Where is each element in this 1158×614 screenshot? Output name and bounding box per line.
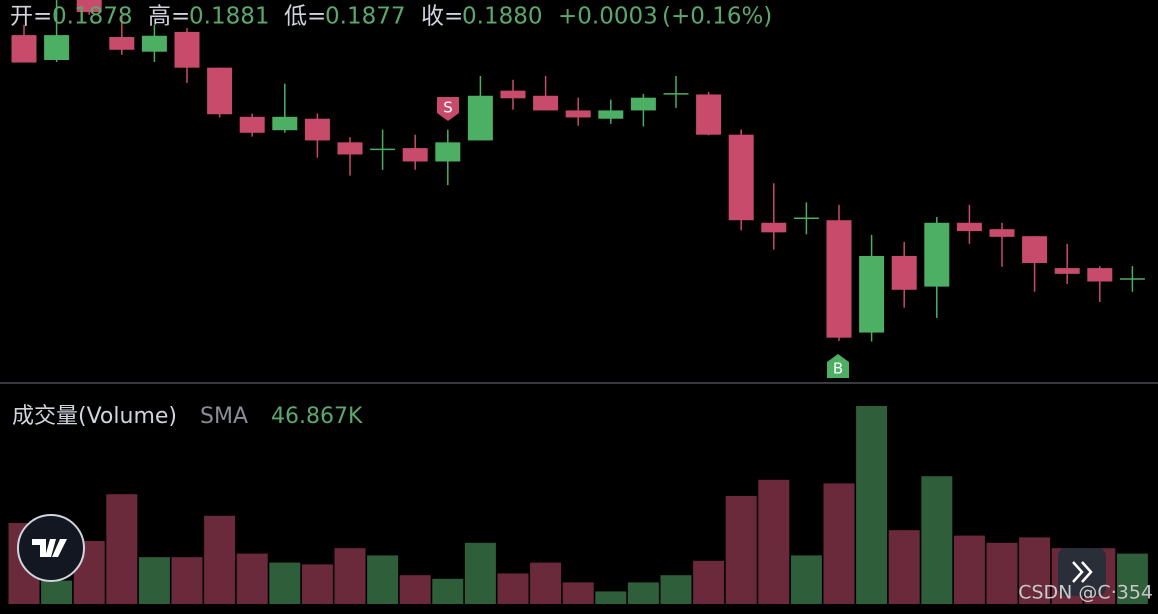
- volume-bar: [432, 578, 464, 604]
- volume-bar: [497, 573, 529, 604]
- label: 开=: [10, 4, 52, 30]
- volume-bar: [725, 496, 757, 604]
- marks: [8, 0, 1148, 604]
- candle-body: [1054, 268, 1080, 274]
- volume-legend: 成交量(Volume) SMA 46.867K: [12, 404, 363, 429]
- sell-signal: S: [437, 97, 459, 121]
- volume-bar: [106, 494, 138, 604]
- volume-bar: [1116, 553, 1148, 604]
- watermark: CSDN @C·354: [1018, 582, 1153, 604]
- volume-bar: [921, 476, 953, 604]
- signal-badge: [437, 97, 459, 121]
- volume-bar: [693, 560, 725, 604]
- candle-body: [630, 97, 656, 111]
- candle-body: [826, 220, 852, 338]
- volume-bar: [790, 555, 822, 604]
- candle-body: [761, 222, 787, 233]
- label: 高=: [148, 4, 190, 30]
- candle-body: [956, 222, 982, 232]
- candle-body: [891, 255, 917, 290]
- label: 收=: [421, 4, 463, 30]
- value: 0.1881: [189, 4, 269, 30]
- candle-body: [435, 142, 461, 162]
- volume-bar: [1019, 537, 1051, 604]
- volume-bar: [823, 483, 855, 604]
- volume-bar: [627, 582, 659, 604]
- indicator: SMA: [200, 404, 248, 429]
- volume-bar: [236, 553, 268, 604]
- volume-bar: [334, 548, 366, 604]
- volume-bar: [171, 557, 203, 604]
- volume-bar: [986, 542, 1018, 604]
- candle-body: [272, 116, 298, 131]
- volume-bar: [367, 555, 399, 604]
- change-pct: (+0.16%): [662, 4, 772, 30]
- scroll-button[interactable]: [1058, 548, 1106, 596]
- candle-body: [304, 118, 330, 141]
- candle-body: [696, 94, 722, 135]
- candle-body: [1022, 236, 1048, 263]
- volume-bar: [953, 535, 985, 604]
- volume-bar: [204, 515, 236, 604]
- signal-badge: [827, 354, 849, 378]
- volume-bar: [888, 530, 920, 604]
- candle-body: [76, 0, 102, 13]
- candle-body: [141, 35, 167, 52]
- candle-body: [500, 90, 526, 99]
- candle-body: [924, 222, 950, 287]
- candle-body: [11, 35, 37, 63]
- volume-bar: [660, 575, 692, 604]
- pane-title: 成交量(Volume): [12, 404, 177, 429]
- candle-body: [174, 31, 200, 68]
- signal-label: S: [443, 99, 453, 117]
- volume-bar: [856, 406, 888, 604]
- volume-bar: [399, 575, 431, 604]
- volume-bar: [464, 542, 496, 604]
- volume-bar: [41, 580, 73, 604]
- chevrons: [1072, 561, 1093, 583]
- candle-body: [728, 134, 754, 221]
- volume-bar: [595, 591, 627, 604]
- volume-bar: [562, 582, 594, 604]
- change: +0.0003: [558, 4, 658, 30]
- candle-body: [239, 116, 265, 133]
- volume-bar: [530, 562, 562, 604]
- candle-body: [1087, 268, 1113, 282]
- candle-body: [207, 67, 233, 115]
- candle-body: [598, 110, 624, 119]
- volume-bar: [301, 564, 333, 604]
- header: 开= 0.1878 高= 0.1881 低= 0.1877 收= 0.1880 …: [10, 4, 772, 30]
- indicator-value: 46.867K: [271, 404, 363, 429]
- volume-bar: [269, 562, 301, 604]
- candle-body: [402, 148, 428, 162]
- logo-glyph: [32, 539, 67, 557]
- label: 低=: [284, 4, 326, 30]
- candle-body: [859, 255, 885, 333]
- value: 0.1878: [52, 4, 132, 30]
- logo-button[interactable]: [17, 514, 85, 582]
- candle-body: [337, 142, 363, 155]
- value: 0.1880: [462, 4, 542, 30]
- candle-body: [109, 37, 135, 50]
- buy-signal: B: [827, 354, 849, 378]
- candle-body: [44, 35, 70, 61]
- value: 0.1877: [325, 4, 405, 30]
- candle-body: [565, 110, 591, 118]
- candle-body: [533, 95, 559, 111]
- volume-bar: [138, 557, 170, 604]
- candle-body: [989, 229, 1015, 237]
- volume-bar: [758, 479, 790, 604]
- candle-body: [467, 95, 493, 141]
- signal-label: B: [833, 360, 843, 378]
